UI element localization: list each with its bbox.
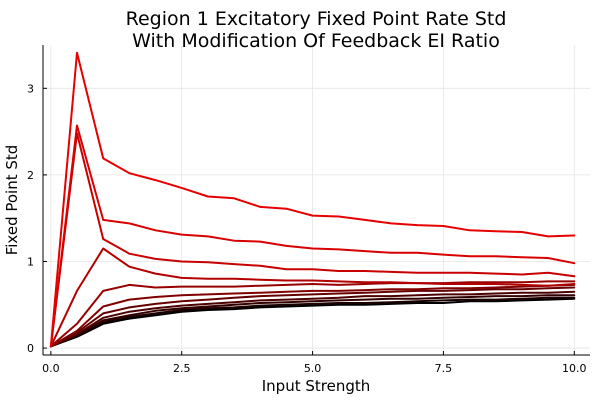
series-line-1 <box>49 297 576 348</box>
series-line-4 <box>49 290 576 348</box>
series-line-6 <box>49 283 576 348</box>
series-line-9 <box>49 132 576 348</box>
series-line-3 <box>49 294 576 348</box>
series-line-11 <box>49 51 576 348</box>
series-line-5 <box>49 286 576 348</box>
series-line-10 <box>49 124 576 348</box>
x-tick-label: 2.5 <box>173 362 191 375</box>
series-line-8 <box>49 247 576 348</box>
chart-title-line-1: Region 1 Excitatory Fixed Point Rate Std <box>126 8 507 30</box>
series-line-7 <box>49 280 576 348</box>
x-tick-label: 7.5 <box>435 362 453 375</box>
y-axis-label: Fixed Point Std <box>3 145 21 256</box>
grid <box>43 45 590 355</box>
chart-title-line-2: With Modification Of Feedback EI Ratio <box>132 30 500 52</box>
axes <box>42 45 590 356</box>
y-tick-label: 0 <box>27 342 34 355</box>
x-tick-label: 10.0 <box>562 362 587 375</box>
y-tick-label: 1 <box>27 255 34 268</box>
x-tick-label: 5.0 <box>304 362 322 375</box>
x-tick-label: 0.0 <box>42 362 60 375</box>
y-tick-label: 3 <box>27 82 34 95</box>
y-tick-label: 2 <box>27 169 34 182</box>
series-group <box>49 51 576 348</box>
x-axis-label: Input Strength <box>262 377 371 395</box>
series-line-2 <box>49 296 576 348</box>
tick-labels: 0.0 2.5 5.0 7.5 10.0 0 1 2 3 <box>27 82 587 375</box>
